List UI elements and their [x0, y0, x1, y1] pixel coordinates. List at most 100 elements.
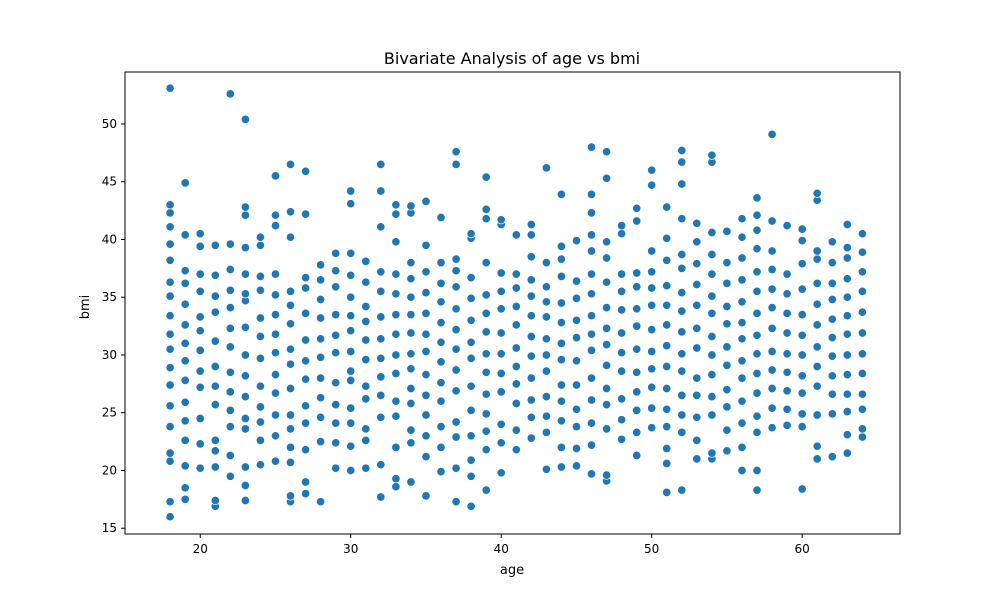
- data-point: [210, 435, 220, 445]
- data-point: [421, 452, 431, 462]
- data-point: [737, 356, 747, 366]
- data-point: [406, 383, 416, 394]
- data-point: [737, 318, 747, 328]
- data-point: [421, 288, 431, 298]
- data-point: [496, 215, 506, 225]
- data-point: [511, 283, 521, 293]
- data-point: [346, 441, 356, 451]
- data-point: [827, 371, 837, 381]
- data-point: [752, 349, 762, 359]
- data-point: [165, 363, 175, 373]
- data-point: [496, 368, 506, 379]
- data-point: [165, 512, 175, 522]
- data-point: [647, 346, 657, 357]
- data-point: [391, 482, 401, 492]
- data-point: [586, 418, 597, 428]
- data-point: [571, 293, 582, 303]
- data-point: [797, 224, 807, 234]
- data-point: [391, 368, 401, 379]
- data-point: [526, 252, 536, 262]
- data-point: [797, 409, 807, 419]
- data-point: [165, 200, 175, 210]
- data-point: [301, 166, 311, 176]
- data-point: [466, 273, 476, 283]
- data-point: [602, 253, 612, 263]
- data-point: [662, 341, 672, 351]
- data-point: [466, 337, 476, 347]
- data-point: [737, 373, 747, 383]
- data-point: [586, 469, 597, 479]
- data-point: [677, 179, 687, 189]
- data-point: [301, 445, 311, 455]
- x-tick-label: 60: [795, 542, 810, 556]
- data-point: [285, 344, 296, 354]
- data-point: [421, 410, 431, 420]
- data-point: [647, 382, 657, 392]
- data-point: [421, 370, 431, 380]
- data-point: [316, 260, 326, 270]
- data-point: [285, 207, 296, 217]
- data-point: [752, 244, 762, 254]
- data-point: [301, 209, 311, 219]
- data-point: [782, 404, 792, 414]
- data-point: [225, 405, 235, 415]
- data-point: [331, 463, 341, 473]
- data-point: [586, 142, 597, 152]
- data-point: [857, 307, 867, 317]
- data-point: [316, 497, 326, 507]
- data-point: [737, 253, 747, 263]
- data-point: [782, 420, 792, 430]
- data-point: [165, 448, 175, 458]
- data-point: [842, 448, 852, 458]
- data-point: [451, 432, 461, 442]
- data-point: [586, 189, 597, 199]
- data-point: [797, 388, 807, 398]
- data-point: [210, 381, 220, 391]
- data-point: [165, 344, 175, 354]
- data-point: [541, 312, 551, 322]
- data-point: [180, 320, 190, 330]
- data-point: [451, 304, 461, 314]
- data-point: [210, 361, 220, 372]
- data-point: [346, 248, 356, 258]
- x-tick-label: 40: [494, 542, 509, 556]
- y-tick-label: 20: [102, 463, 117, 477]
- data-point: [316, 373, 326, 383]
- data-point: [301, 418, 311, 428]
- data-point: [225, 367, 235, 377]
- data-point: [632, 321, 642, 331]
- data-point: [812, 441, 822, 451]
- data-point: [571, 333, 582, 343]
- data-point: [662, 404, 672, 414]
- data-point: [180, 397, 190, 407]
- data-point: [436, 297, 446, 307]
- data-point: [632, 304, 642, 314]
- data-point: [165, 208, 175, 218]
- data-point: [406, 364, 416, 374]
- data-point: [526, 351, 536, 361]
- data-point: [270, 410, 281, 420]
- data-point: [406, 292, 416, 302]
- data-point: [722, 258, 732, 268]
- data-point: [466, 431, 476, 441]
- data-point: [301, 489, 311, 499]
- data-point: [722, 319, 732, 329]
- data-point: [782, 308, 792, 318]
- data-point: [451, 344, 461, 354]
- data-point: [797, 284, 807, 294]
- data-point: [556, 338, 566, 348]
- data-point: [511, 398, 521, 409]
- data-point: [331, 378, 341, 388]
- x-tick-label: 50: [644, 542, 659, 556]
- data-point: [406, 438, 416, 448]
- data-point: [421, 240, 431, 250]
- data-point: [586, 329, 597, 339]
- data-point: [361, 316, 371, 327]
- data-point: [466, 315, 476, 325]
- data-point: [285, 286, 296, 296]
- data-point: [270, 310, 281, 320]
- data-point: [812, 342, 822, 352]
- data-point: [647, 246, 657, 256]
- data-point: [451, 497, 461, 507]
- data-point: [571, 380, 582, 390]
